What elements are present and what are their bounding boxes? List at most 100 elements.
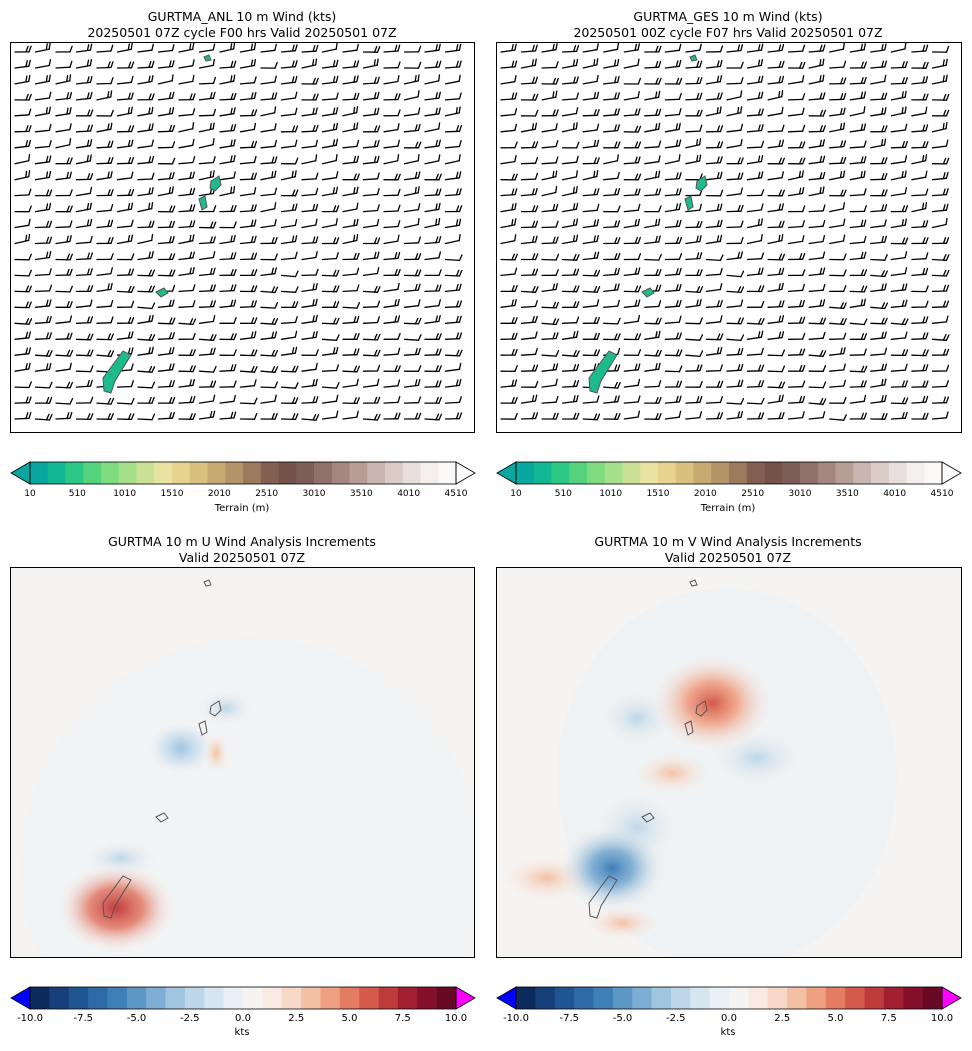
colorbar-tick-label: 3010 [302, 489, 326, 499]
wind-barb [931, 145, 948, 149]
wind-barb [767, 386, 783, 389]
colorbar-tick-label: 1010 [599, 489, 623, 499]
colorbar-tick-label: 5.0 [827, 1013, 844, 1024]
wind-barb [383, 288, 399, 293]
wind-barb [157, 417, 174, 420]
colorbar-swatch [533, 462, 552, 484]
wind-barb [342, 416, 358, 420]
island-outline [209, 700, 222, 717]
wind-barb [157, 337, 174, 340]
wind-barb [623, 224, 639, 229]
wind-barb [362, 97, 379, 101]
wind-barb [829, 162, 845, 165]
wind-barb [808, 273, 824, 277]
wind-barb [116, 81, 133, 85]
wind-barb [424, 66, 440, 69]
wind-barb [424, 145, 440, 149]
colorbar-swatch [640, 462, 659, 484]
wind-barb [664, 401, 680, 404]
wind-barb [178, 240, 194, 245]
wind-barb [34, 337, 51, 340]
colorbar-swatch [922, 987, 943, 1009]
wind-barb [403, 322, 420, 325]
wind-barb [541, 66, 557, 69]
wind-barb [623, 384, 639, 388]
colorbar-swatch [83, 462, 102, 484]
island-outline [689, 54, 698, 62]
wind-barb [705, 352, 721, 356]
wind-barb [623, 209, 639, 213]
wind-barb [34, 208, 50, 213]
wind-barb [14, 194, 30, 197]
wind-barb [931, 223, 947, 229]
wind-barb [301, 241, 317, 245]
wind-barb [14, 417, 30, 420]
wind-barb [603, 322, 619, 325]
wind-barb [500, 224, 516, 229]
colorbar-swatch [845, 987, 866, 1009]
wind-barb [664, 65, 680, 69]
wind-barb [767, 145, 783, 149]
wind-barb [383, 225, 399, 229]
wind-barb [321, 98, 338, 101]
wind-barb [931, 127, 947, 133]
colorbar-swatch [593, 987, 614, 1009]
island-outline [695, 700, 708, 717]
wind-barb [34, 145, 51, 149]
wind-barb [829, 145, 845, 149]
wind-barb [849, 193, 865, 197]
wind-barb [541, 401, 557, 404]
wind-barb [157, 369, 174, 372]
colorbar-swatch [612, 987, 633, 1009]
wind-barb [623, 273, 639, 277]
wind-barb [582, 129, 598, 133]
wind-barb [260, 370, 276, 373]
wind-barb [808, 145, 824, 149]
colorbar-swatch [184, 987, 205, 1009]
wind-barb [705, 209, 722, 213]
wind-barb [342, 289, 358, 293]
ges-terrain-label: Terrain (m) [700, 503, 756, 514]
wind-barb [808, 386, 824, 389]
wind-barb [870, 400, 886, 404]
wind-barb [870, 80, 886, 85]
wind-barb [705, 369, 722, 372]
colorbar-swatch [101, 462, 120, 484]
wind-barb [137, 112, 153, 117]
wind-barb [198, 49, 214, 53]
wind-barb [342, 224, 358, 229]
wind-barb [321, 177, 338, 181]
wind-barb [321, 81, 338, 85]
wind-barb [301, 50, 317, 53]
wind-barb [664, 273, 680, 277]
wind-barb [787, 81, 804, 85]
wind-barb [342, 306, 358, 309]
wind-barb [541, 96, 557, 101]
colorbar-swatch [516, 987, 536, 1009]
wind-barb [829, 224, 845, 229]
wind-barb [219, 177, 235, 181]
wind-barb [705, 305, 722, 308]
wind-barb [644, 96, 660, 101]
wind-barb [280, 240, 297, 245]
wind-barb [705, 65, 722, 69]
colorbar-tick-label: 10.0 [444, 1013, 468, 1024]
wind-barb [767, 336, 783, 340]
wind-barb [664, 305, 680, 308]
wind-barb [198, 241, 215, 245]
island-outline [155, 812, 169, 823]
colorbar-swatch [136, 462, 155, 484]
wind-barb [55, 112, 71, 117]
wind-barb [75, 64, 91, 69]
wind-barb [178, 401, 194, 404]
colorbar-swatch [126, 987, 147, 1009]
wind-barb [582, 114, 598, 117]
colorbar-swatch [748, 987, 769, 1009]
ges-title-line2: 20250501 00Z cycle F07 hrs Valid 2025050… [573, 25, 883, 40]
wind-barb [403, 96, 419, 101]
wind-barb [746, 146, 763, 149]
wind-barb [500, 160, 516, 165]
wind-barb [623, 194, 639, 197]
wind-barb [500, 81, 516, 85]
colorbar-swatch [68, 987, 89, 1009]
